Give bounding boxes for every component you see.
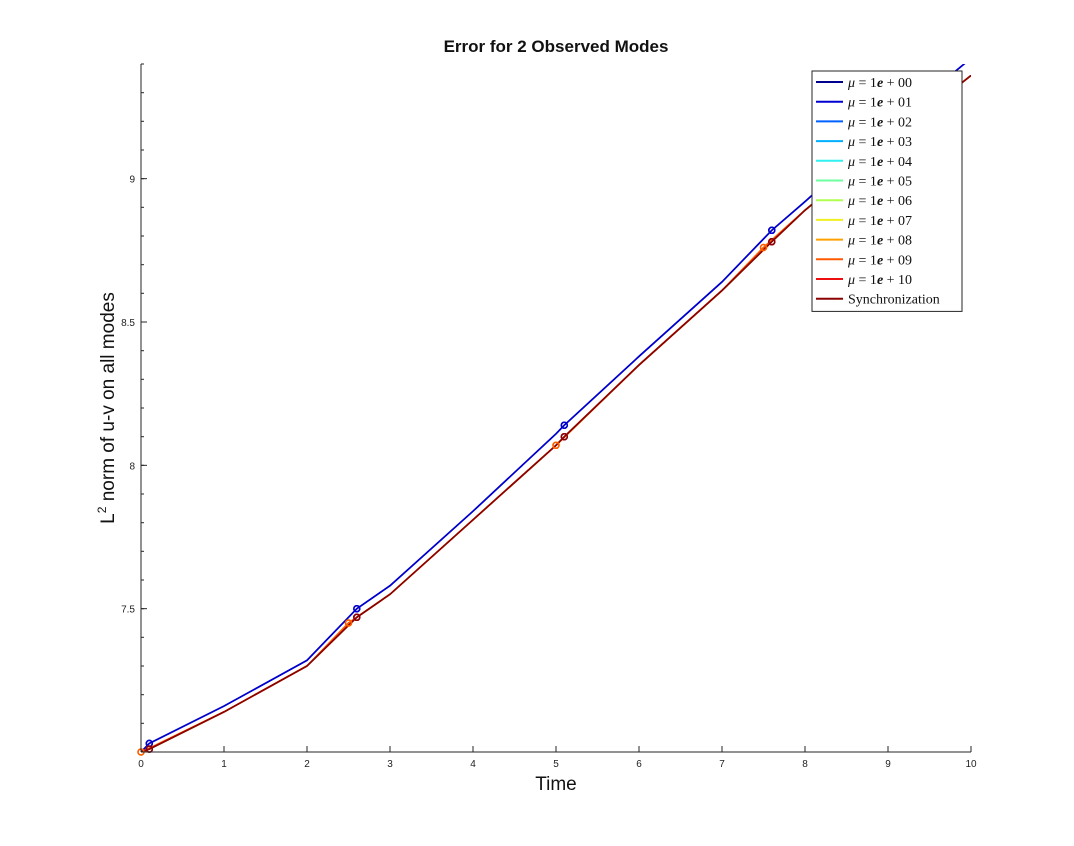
x-tick-label-2: 2 <box>304 759 310 770</box>
chart-title: Error for 2 Observed Modes <box>444 37 669 56</box>
legend-label-10: μ = 1e + 10 <box>847 273 912 288</box>
y-tick-label-2: 8.5 <box>121 318 135 329</box>
x-tick-label-8: 8 <box>802 759 808 770</box>
series-line-1 <box>141 64 966 752</box>
legend-label-6: μ = 1e + 06 <box>847 194 912 209</box>
x-tick-label-1: 1 <box>221 759 227 770</box>
legend-label-11: Synchronization <box>848 293 940 308</box>
x-axis-title: Time <box>535 774 577 795</box>
legend: μ = 1e + 00 μ = 1e + 01 μ = 1e + 02 μ = 1e … <box>811 70 963 312</box>
y-axis-title-base: L <box>98 513 119 524</box>
legend-label-8: μ = 1e + 08 <box>847 234 912 249</box>
y-axis-title-superscript: 2 <box>95 506 109 513</box>
marker-layer <box>137 226 776 756</box>
plot-area: 0 1 2 3 4 5 6 7 8 9 10 7.5 8 8.5 9 <box>121 63 977 770</box>
legend-label-4: μ = 1e + 04 <box>847 155 912 170</box>
x-tick-label-4: 4 <box>470 759 476 770</box>
series-marker-1-1 <box>353 604 361 613</box>
x-tick-label-5: 5 <box>553 759 559 770</box>
x-tick-label-3: 3 <box>387 759 393 770</box>
legend-label-7: μ = 1e + 07 <box>847 214 912 229</box>
y-axis-title-rest: norm of u-v on all modes <box>98 292 119 506</box>
legend-label-5: μ = 1e + 05 <box>847 175 912 190</box>
y-tick-label-1: 8 <box>129 461 135 472</box>
legend-label-0: μ = 1e + 00 <box>847 76 912 91</box>
x-tick-label-7: 7 <box>719 759 725 770</box>
series-marker-1-2 <box>560 421 569 429</box>
legend-label-2: μ = 1e + 02 <box>847 115 912 130</box>
series-marker-1-3 <box>768 226 776 235</box>
series-marker-9-1 <box>344 619 353 627</box>
x-tick-label-0: 0 <box>138 759 144 770</box>
series-layer <box>141 64 971 752</box>
legend-label-9: μ = 1e + 09 <box>847 253 912 268</box>
legend-label-3: μ = 1e + 03 <box>847 135 912 150</box>
y-axis-title: L2 norm of u-v on all modes <box>95 292 119 524</box>
axes-layer: 0 1 2 3 4 5 6 7 8 9 10 7.5 8 8.5 9 <box>121 63 977 770</box>
series-marker-9-3 <box>759 243 768 252</box>
series-marker-11-2 <box>560 432 569 441</box>
legend-label-1: μ = 1e + 01 <box>847 96 912 111</box>
series-marker-11-1 <box>353 613 361 622</box>
y-tick-label-0: 7.5 <box>121 605 135 616</box>
legend-box <box>811 70 963 312</box>
y-tick-label-3: 9 <box>129 175 135 186</box>
x-tick-label-6: 6 <box>636 759 642 770</box>
x-tick-label-10: 10 <box>965 759 977 770</box>
series-line-11 <box>141 74 971 752</box>
series-marker-11-3 <box>768 237 776 246</box>
series-marker-9-2 <box>552 441 560 450</box>
x-tick-label-9: 9 <box>885 759 891 770</box>
